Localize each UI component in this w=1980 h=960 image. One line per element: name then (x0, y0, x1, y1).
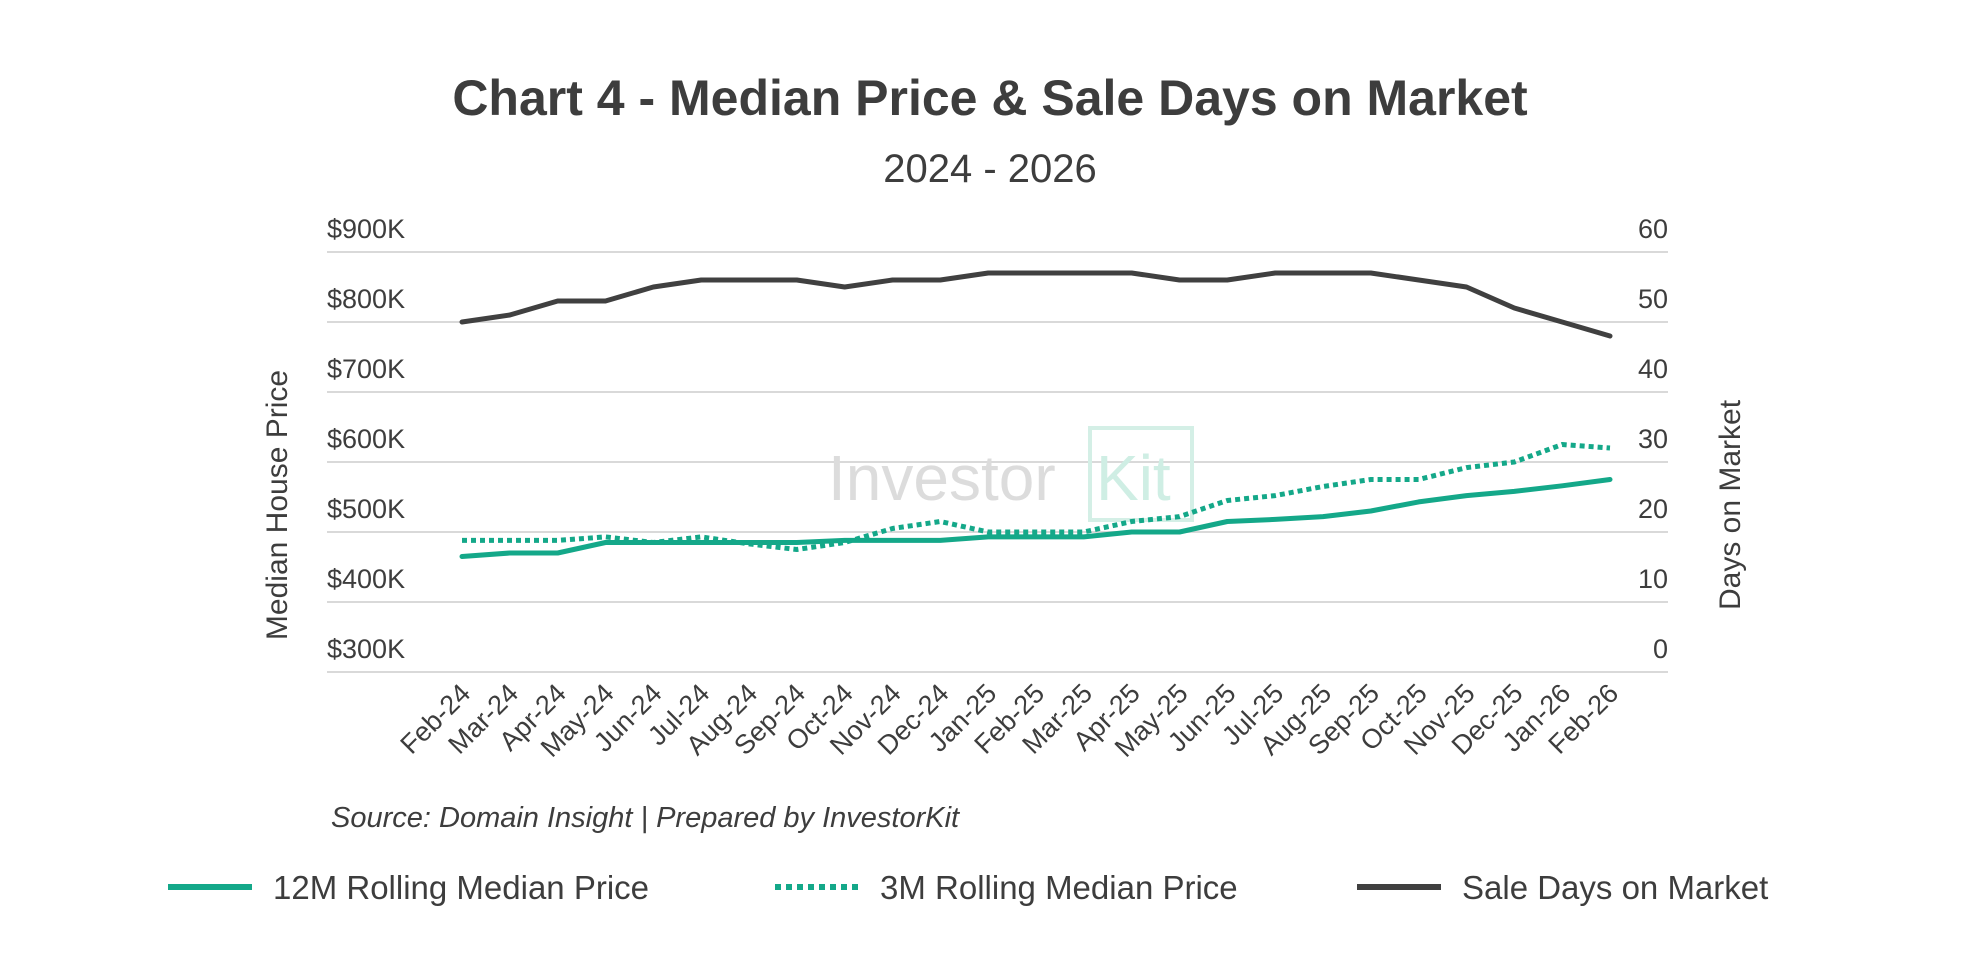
y-left-tick-label: $300K (327, 634, 405, 664)
series-lines (459, 270, 1613, 559)
y-right-axis-label: Days on Market (1714, 399, 1747, 610)
y-right-tick-label: 50 (1638, 284, 1668, 314)
watermark-text-accent: Kit (1096, 442, 1171, 514)
y-left-tick-label: $900K (327, 214, 405, 244)
y-right-tick-label: 30 (1638, 424, 1668, 454)
series-line (459, 270, 1613, 339)
y-right-tick-label: 0 (1653, 634, 1668, 664)
legend-label: Sale Days on Market (1462, 869, 1768, 906)
source-note: Source: Domain Insight | Prepared by Inv… (331, 802, 961, 834)
y-left-tick-label: $500K (327, 494, 405, 524)
y-right-tick-label: 40 (1638, 354, 1668, 384)
y-right-tick-label: 10 (1638, 564, 1668, 594)
y-right-tick-label: 60 (1638, 214, 1668, 244)
y-left-tick-label: $600K (327, 424, 405, 454)
left-axis-ticks: $300K $400K $500K $600K $700K $800K $900K (327, 214, 405, 664)
y-left-tick-label: $400K (327, 564, 405, 594)
right-axis-ticks: 0 10 20 30 40 50 60 (1638, 214, 1668, 664)
legend: 12M Rolling Median Price 3M Rolling Media… (168, 869, 1768, 906)
y-right-tick-label: 20 (1638, 494, 1668, 524)
legend-label: 12M Rolling Median Price (273, 869, 649, 906)
watermark-logo: Investor Kit (828, 426, 1194, 522)
x-axis-ticks: Feb-24Mar-24Apr-24May-24Jun-24Jul-24Aug-… (395, 678, 1625, 763)
chart-subtitle: 2024 - 2026 (883, 147, 1097, 191)
chart-title: Chart 4 - Median Price & Sale Days on Ma… (452, 70, 1528, 126)
y-left-tick-label: $800K (327, 284, 405, 314)
y-left-tick-label: $700K (327, 354, 405, 384)
y-left-axis-label: Median House Price (261, 370, 294, 640)
series-line (462, 442, 1611, 552)
legend-label: 3M Rolling Median Price (880, 869, 1238, 906)
watermark-text: Investor (828, 442, 1056, 514)
